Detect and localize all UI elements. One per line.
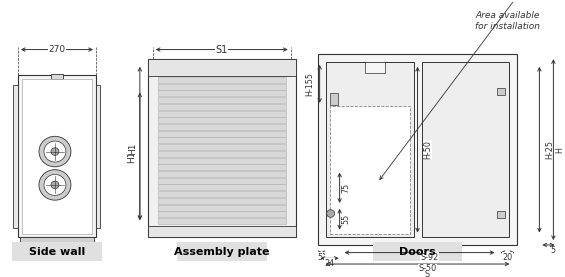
Bar	[158, 84, 286, 90]
Circle shape	[51, 148, 59, 155]
Bar	[158, 144, 286, 150]
Bar	[158, 164, 286, 170]
Bar	[22, 79, 92, 234]
Bar	[158, 77, 286, 83]
Bar	[325, 62, 414, 237]
Bar	[158, 137, 286, 143]
Bar	[158, 218, 286, 224]
Text: Side wall: Side wall	[29, 247, 85, 257]
Circle shape	[44, 175, 66, 195]
Bar	[158, 104, 286, 110]
Text: S-92: S-92	[420, 253, 438, 262]
Bar	[158, 205, 286, 211]
Circle shape	[44, 141, 66, 162]
Bar	[372, 242, 463, 261]
Bar	[364, 62, 385, 73]
Bar	[158, 124, 286, 130]
Bar	[148, 226, 295, 237]
Text: H1: H1	[127, 150, 136, 163]
Bar	[158, 191, 286, 197]
Text: H-50: H-50	[423, 140, 432, 159]
Bar	[329, 93, 338, 105]
Bar	[18, 75, 96, 237]
Circle shape	[39, 136, 71, 167]
Bar	[158, 117, 286, 123]
Bar	[329, 106, 410, 234]
Bar	[158, 111, 286, 117]
Text: 24: 24	[324, 258, 334, 268]
Text: 270: 270	[49, 45, 66, 54]
Bar	[158, 171, 286, 177]
Bar	[158, 91, 286, 96]
Bar	[13, 85, 18, 228]
Text: 75: 75	[341, 183, 350, 193]
Text: 5: 5	[318, 253, 323, 262]
Text: 55: 55	[341, 214, 350, 224]
Text: H: H	[555, 147, 564, 153]
Text: 5: 5	[551, 246, 556, 255]
Text: 20: 20	[502, 253, 512, 262]
Bar	[158, 178, 286, 184]
Bar	[318, 54, 518, 245]
Bar	[96, 85, 100, 228]
Bar	[158, 151, 286, 157]
Circle shape	[39, 170, 71, 200]
Bar	[497, 211, 506, 218]
Text: Doors: Doors	[399, 247, 436, 257]
Bar	[51, 74, 63, 79]
Text: Assembly plate: Assembly plate	[174, 247, 270, 257]
Text: Area available
for installation: Area available for installation	[475, 11, 540, 31]
Text: S1: S1	[216, 45, 228, 55]
Bar	[158, 158, 286, 163]
Text: H-155: H-155	[305, 72, 314, 96]
Bar	[158, 184, 286, 190]
Bar	[177, 242, 267, 261]
Bar	[158, 211, 286, 217]
Bar	[20, 237, 94, 242]
Bar	[148, 59, 295, 76]
Text: S: S	[425, 270, 430, 277]
Bar	[158, 97, 286, 103]
Bar	[158, 198, 286, 204]
Bar	[148, 59, 295, 237]
Bar	[497, 88, 506, 95]
Text: H1: H1	[128, 142, 137, 155]
Text: S-50: S-50	[419, 264, 437, 273]
Text: H-25: H-25	[545, 140, 554, 159]
Circle shape	[327, 210, 334, 217]
Bar	[421, 62, 510, 237]
Bar	[12, 242, 102, 261]
Bar	[158, 131, 286, 137]
Circle shape	[51, 181, 59, 189]
